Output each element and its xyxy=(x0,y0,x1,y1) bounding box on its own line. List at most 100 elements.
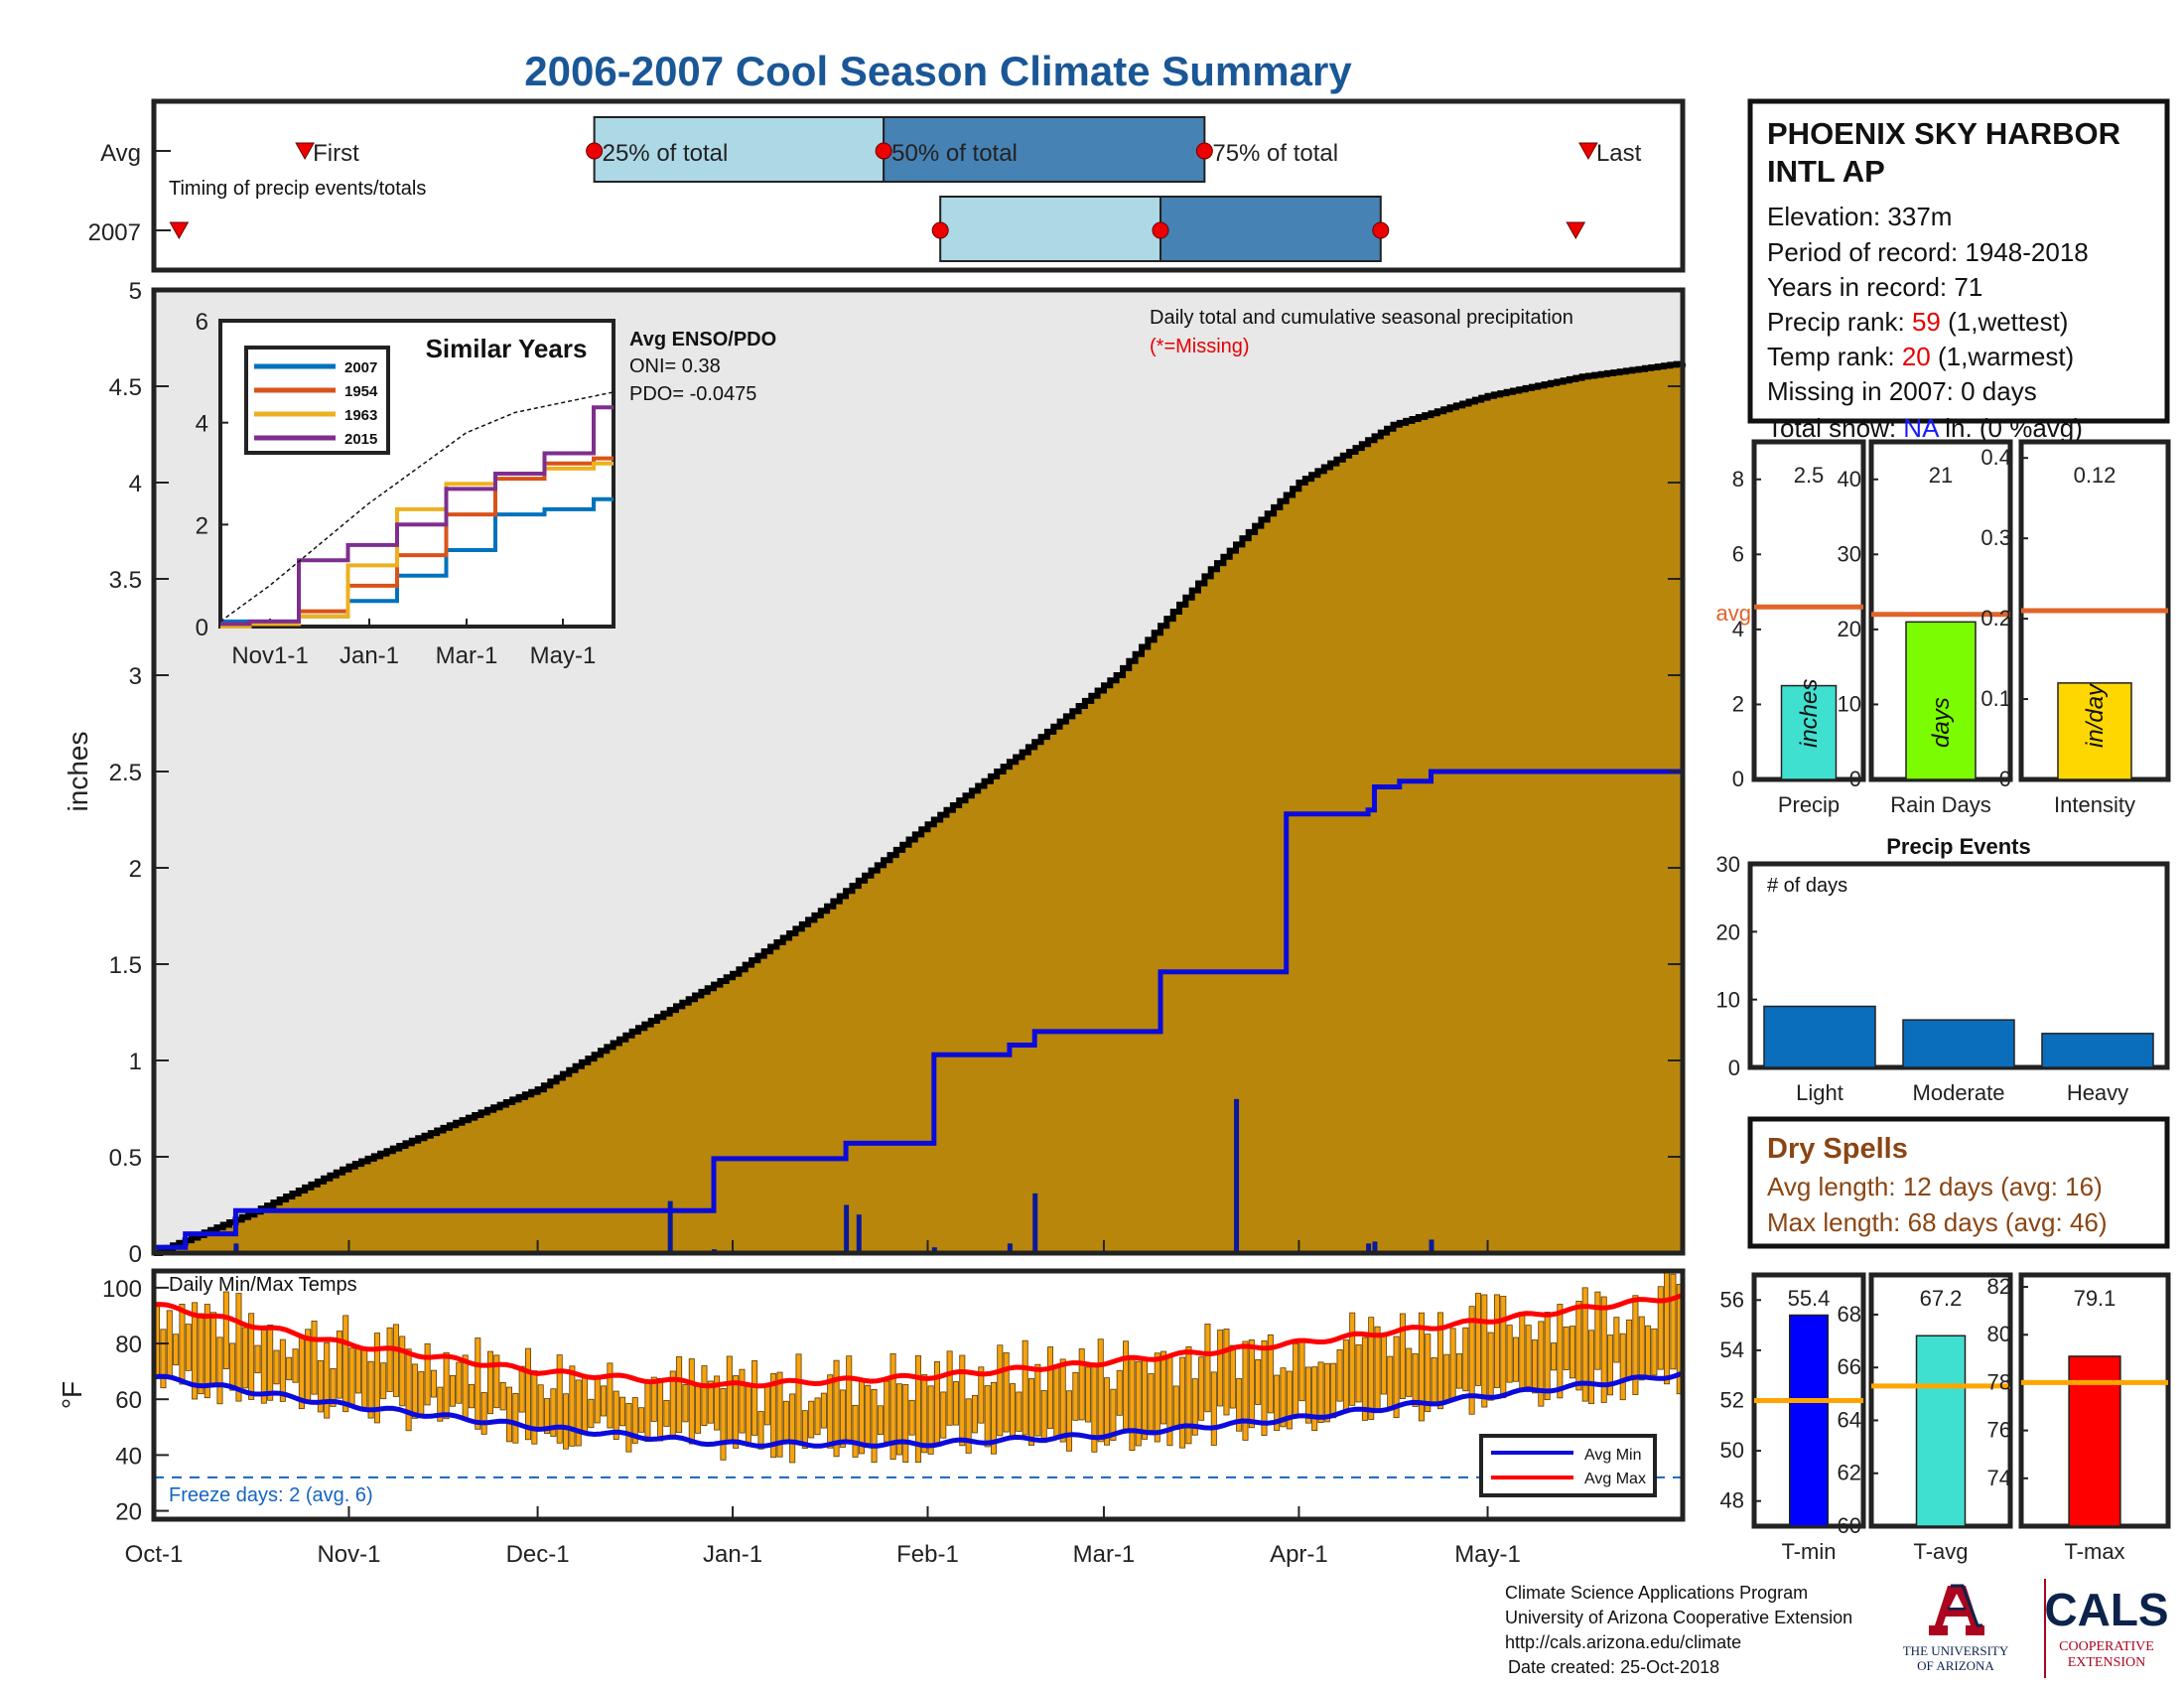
panel-tick-label: 0 xyxy=(1849,767,1861,791)
temp-summary-label: T-avg xyxy=(1913,1539,1968,1564)
daily-temp-bar xyxy=(210,1312,217,1387)
daily-temp-bar xyxy=(631,1397,638,1444)
daily-temp-bar xyxy=(160,1329,167,1389)
daily-temp-bar xyxy=(235,1293,242,1402)
daily-temp-bar xyxy=(619,1396,626,1427)
panel-tick-label: 52 xyxy=(1720,1388,1744,1413)
missing-note: (*=Missing) xyxy=(1150,336,1250,357)
daily-temp-bar xyxy=(1638,1316,1645,1381)
daily-temp-bar xyxy=(373,1333,380,1424)
daily-temp-bar xyxy=(827,1374,834,1449)
daily-temp-bar xyxy=(833,1359,840,1458)
events-category-label: Heavy xyxy=(2067,1080,2128,1105)
daily-temp-bar xyxy=(1097,1338,1104,1443)
legend-avg-max: Avg Max xyxy=(1584,1471,1646,1487)
daily-temp-bar xyxy=(726,1355,733,1443)
daily-temp-bar xyxy=(1223,1329,1230,1416)
avg-first-marker xyxy=(295,142,315,161)
y-tick-label: 3 xyxy=(129,663,142,690)
daily-temp-bar xyxy=(173,1334,180,1366)
coop-text1: COOPERATIVE xyxy=(2059,1639,2154,1654)
daily-temp-bar xyxy=(1179,1356,1186,1449)
daily-temp-bar xyxy=(1242,1340,1249,1441)
daily-temp-bar xyxy=(1651,1328,1658,1376)
daily-temp-bar xyxy=(707,1380,714,1424)
timing-content: First Last 25% of total 50% of total 75% of … xyxy=(154,116,1642,262)
dry-spells-box: Dry Spells Avg length: 12 days (avg: 16)… xyxy=(1747,1116,2170,1249)
enso-pdo: PDO= -0.0475 xyxy=(629,383,756,405)
station-period: Period of record: 1948-2018 xyxy=(1767,237,2089,267)
daily-temp-bar xyxy=(663,1399,670,1427)
daily-temp-bar xyxy=(537,1384,544,1429)
daily-temp-bar xyxy=(1034,1363,1041,1437)
temp-title: Daily Min/Max Temps xyxy=(169,1274,357,1296)
daily-temp-bar xyxy=(657,1377,664,1442)
dry-spells-title: Dry Spells xyxy=(1767,1133,1908,1165)
summary-unit: in/day xyxy=(2082,682,2109,748)
daily-temp-bar xyxy=(216,1336,223,1405)
summary-label: Rain Days xyxy=(1890,792,1990,817)
daily-temp-bar xyxy=(1267,1334,1274,1414)
daily-temp-bar xyxy=(820,1392,827,1429)
month-label: Jan-1 xyxy=(703,1541,762,1568)
daily-temp-bar xyxy=(997,1344,1004,1437)
temp-y-label: 80 xyxy=(115,1332,142,1358)
daily-temp-bar xyxy=(1293,1342,1299,1418)
temp-y-label: 60 xyxy=(115,1387,142,1414)
ua-text2: OF ARIZONA xyxy=(1917,1658,1994,1673)
daily-temp-bar xyxy=(324,1341,331,1419)
panel-tick-label: 48 xyxy=(1720,1488,1744,1513)
panel-tick-label: 0 xyxy=(1999,767,2011,791)
station-missing: Missing in 2007: 0 days xyxy=(1767,376,2037,406)
daily-temp-bar xyxy=(1185,1346,1192,1445)
events-bar xyxy=(1902,1019,2015,1068)
daily-temp-bar xyxy=(1449,1328,1456,1399)
daily-temp-bar xyxy=(480,1391,487,1435)
summary-panel-precip: 0 2 4 6 8 2.5 inches Precip avg xyxy=(1716,439,1866,817)
panel-tick-label: 54 xyxy=(1720,1337,1744,1362)
daily-temp-bar xyxy=(1380,1335,1387,1395)
summary-value: 2.5 xyxy=(1794,463,1825,488)
daily-temp-bar xyxy=(1336,1348,1343,1402)
daily-temp-bar xyxy=(946,1350,953,1426)
daily-temp-bar xyxy=(468,1383,475,1409)
footer-line2: University of Arizona Cooperative Extens… xyxy=(1505,1608,1852,1627)
avg-q1-box xyxy=(593,116,886,183)
inset-y-label: 6 xyxy=(196,309,208,336)
daily-temp-bar xyxy=(1135,1360,1142,1447)
daily-temp-bar xyxy=(688,1358,695,1445)
daily-temp-bar xyxy=(965,1398,972,1454)
daily-precip-bar xyxy=(667,1200,673,1253)
y-tick-label: 0 xyxy=(129,1241,142,1268)
temp-summary-bar xyxy=(1789,1314,1829,1527)
inset-legend-label: 1954 xyxy=(344,383,378,400)
daily-temp-bar xyxy=(229,1342,236,1391)
daily-temp-bar xyxy=(1626,1319,1633,1379)
daily-temp-bar xyxy=(1210,1371,1217,1446)
y-tick-label: 3.5 xyxy=(109,567,142,594)
temp-rank-value: 20 xyxy=(1902,342,1931,371)
daily-temp-bar xyxy=(1512,1336,1519,1382)
daily-precip-bar xyxy=(856,1214,862,1253)
daily-temp-bar xyxy=(1248,1339,1255,1429)
daily-precip-bar xyxy=(1032,1193,1038,1253)
temp-y-label: 100 xyxy=(102,1276,142,1303)
year-p75-marker xyxy=(1372,221,1390,239)
year-first-marker xyxy=(169,221,190,240)
daily-temp-bar xyxy=(311,1321,318,1395)
cals-text: CALS xyxy=(2044,1584,2168,1635)
events-tick-label: 10 xyxy=(1716,988,1740,1013)
year-q2-box xyxy=(1159,196,1382,262)
daily-temp-bar xyxy=(1418,1312,1425,1422)
daily-temp-bar xyxy=(782,1400,789,1444)
daily-temp-bar xyxy=(1016,1391,1023,1432)
month-label: Nov-1 xyxy=(317,1541,380,1568)
daily-temp-bar xyxy=(789,1393,796,1464)
p25-label: 25% of total xyxy=(603,140,729,167)
panel-tick-label: 64 xyxy=(1838,1407,1861,1432)
daily-precip-bar xyxy=(844,1204,850,1253)
daily-temp-bar xyxy=(1217,1330,1224,1407)
daily-temp-bar xyxy=(902,1383,909,1463)
daily-temp-bar xyxy=(1563,1326,1570,1371)
